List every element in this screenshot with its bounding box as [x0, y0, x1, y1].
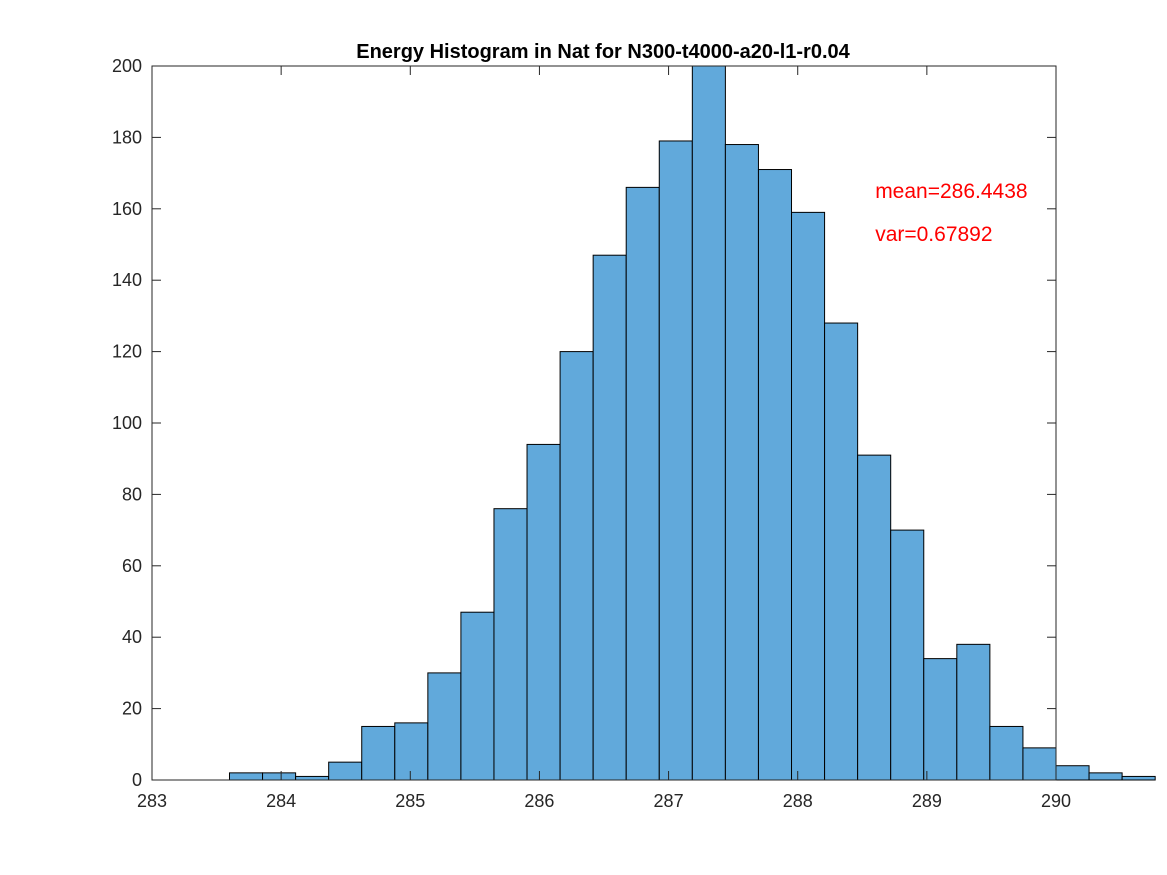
histogram-bar [1121, 775, 1156, 781]
x-tick-label: 284 [266, 791, 296, 811]
y-tick-label: 40 [122, 627, 142, 647]
histogram-bar [228, 772, 264, 781]
bars-group [228, 65, 1156, 781]
histogram-bar [493, 508, 528, 781]
histogram-bar [857, 454, 892, 781]
x-tick-label: 286 [524, 791, 554, 811]
histogram-bar [328, 761, 363, 781]
x-tick-label: 288 [783, 791, 813, 811]
histogram-bar [361, 725, 396, 781]
y-tick-label: 80 [122, 484, 142, 504]
y-tick-label: 60 [122, 556, 142, 576]
y-tick-label: 160 [112, 199, 142, 219]
histogram-bar [890, 529, 925, 781]
histogram-bar [691, 65, 726, 781]
y-tick-label: 0 [132, 770, 142, 790]
annotations-group: mean=286.4438 var=0.67892 [875, 180, 1027, 246]
x-tick-label: 287 [654, 791, 684, 811]
x-tick-label: 289 [912, 791, 942, 811]
histogram-bar [1055, 765, 1090, 781]
histogram-bar [625, 186, 660, 781]
x-tick-label: 283 [137, 791, 167, 811]
histogram-bar [427, 672, 462, 781]
histogram-bar [989, 725, 1024, 781]
histogram-bar [791, 211, 826, 781]
stat-annotation: mean=286.4438 [875, 180, 1027, 203]
histogram-bar [923, 658, 958, 781]
y-tick-label: 120 [112, 342, 142, 362]
histogram-bar [295, 775, 330, 781]
chart-title: Energy Histogram in Nat for N300-t4000-a… [356, 41, 850, 63]
y-tick-label: 20 [122, 699, 142, 719]
histogram-bar [1088, 772, 1123, 781]
y-tick-label: 140 [112, 270, 142, 290]
x-tick-label: 290 [1041, 791, 1071, 811]
y-tick-label: 200 [112, 56, 142, 76]
histogram-bar [526, 443, 561, 781]
histogram-bar [824, 322, 859, 781]
x-tick-label: 285 [395, 791, 425, 811]
histogram-bar [592, 254, 627, 781]
histogram-bar [394, 722, 429, 781]
y-tick-label: 180 [112, 127, 142, 147]
x-axis-ticks: 283 284 285 286 287 288 289 290 [137, 66, 1071, 811]
y-axis-ticks: 0 20 40 60 80 100 120 140 160 180 200 [112, 56, 1056, 790]
histogram-bar [658, 140, 693, 781]
histogram-bar [1022, 747, 1057, 781]
stat-annotation: var=0.67892 [875, 223, 992, 246]
y-tick-label: 100 [112, 413, 142, 433]
histogram-bar [460, 611, 495, 781]
histogram-bar [757, 169, 793, 781]
histogram-bar [262, 772, 297, 781]
histogram-bar [724, 144, 759, 781]
histogram-bar [956, 643, 991, 781]
histogram-bar [559, 351, 594, 781]
